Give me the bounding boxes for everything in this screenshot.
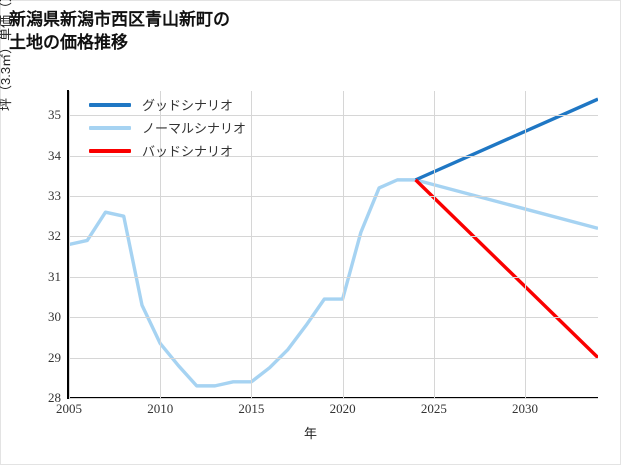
x-tick-label: 2015 [238, 401, 265, 416]
chart-line-バッドシナリオ [414, 178, 598, 359]
legend-item-normal[interactable]: ノーマルシナリオ [89, 116, 246, 139]
legend-label-good: グッドシナリオ [142, 98, 234, 113]
y-tick-label: 33 [48, 188, 61, 204]
x-tick-label: 2030 [512, 401, 539, 416]
legend-label-bad: バッドシナリオ [142, 144, 234, 159]
chart-line-ノーマルシナリオ [69, 178, 598, 388]
chart-line-グッドシナリオ [414, 97, 598, 182]
y-tick-label: 30 [48, 309, 61, 325]
y-tick-label: 35 [48, 107, 61, 123]
y-tick-label: 28 [48, 390, 61, 405]
gridline-vertical [342, 91, 344, 398]
legend-label-normal: ノーマルシナリオ [142, 121, 247, 136]
gridline-vertical [251, 91, 253, 398]
legend-swatch-normal-icon [89, 125, 131, 130]
chart-legend: グッドシナリオ ノーマルシナリオ バッドシナリオ [89, 93, 246, 162]
y-tick-label: 32 [48, 228, 61, 244]
chart-plot-area [69, 91, 598, 399]
y-axis-spine [67, 90, 69, 399]
gridline-vertical [160, 91, 162, 398]
x-tick-label: 2010 [147, 401, 174, 416]
y-axis-title: 坪（3.3㎡）単価（万円） [0, 0, 13, 111]
x-axis-title: 年 [303, 426, 317, 441]
y-tick-label: 31 [48, 268, 61, 284]
gridline-horizontal [69, 196, 598, 197]
gridline-vertical [69, 91, 70, 398]
gridline-horizontal [69, 236, 598, 238]
legend-swatch-bad-icon [89, 148, 131, 153]
gridline-horizontal [69, 155, 598, 157]
x-tick-label: 2020 [329, 401, 356, 416]
x-tick-label: 2025 [420, 401, 447, 416]
gridline-horizontal [69, 398, 598, 399]
page-title: 新潟県新潟市西区青山新町の 土地の価格推移 [9, 10, 230, 52]
gridline-horizontal [69, 357, 598, 359]
gridline-horizontal [69, 276, 598, 278]
legend-swatch-good-icon [89, 102, 131, 107]
gridline-vertical [433, 91, 435, 398]
y-tick-label: 34 [48, 147, 61, 163]
legend-item-bad[interactable]: バッドシナリオ [89, 139, 246, 162]
x-tick-label: 2005 [56, 401, 82, 416]
y-tick-label: 29 [48, 349, 61, 365]
gridline-horizontal [69, 115, 598, 117]
chart-lines [69, 97, 598, 388]
gridline-vertical [525, 91, 526, 398]
gridline-horizontal [69, 317, 598, 319]
legend-item-good[interactable]: グッドシナリオ [89, 93, 246, 116]
